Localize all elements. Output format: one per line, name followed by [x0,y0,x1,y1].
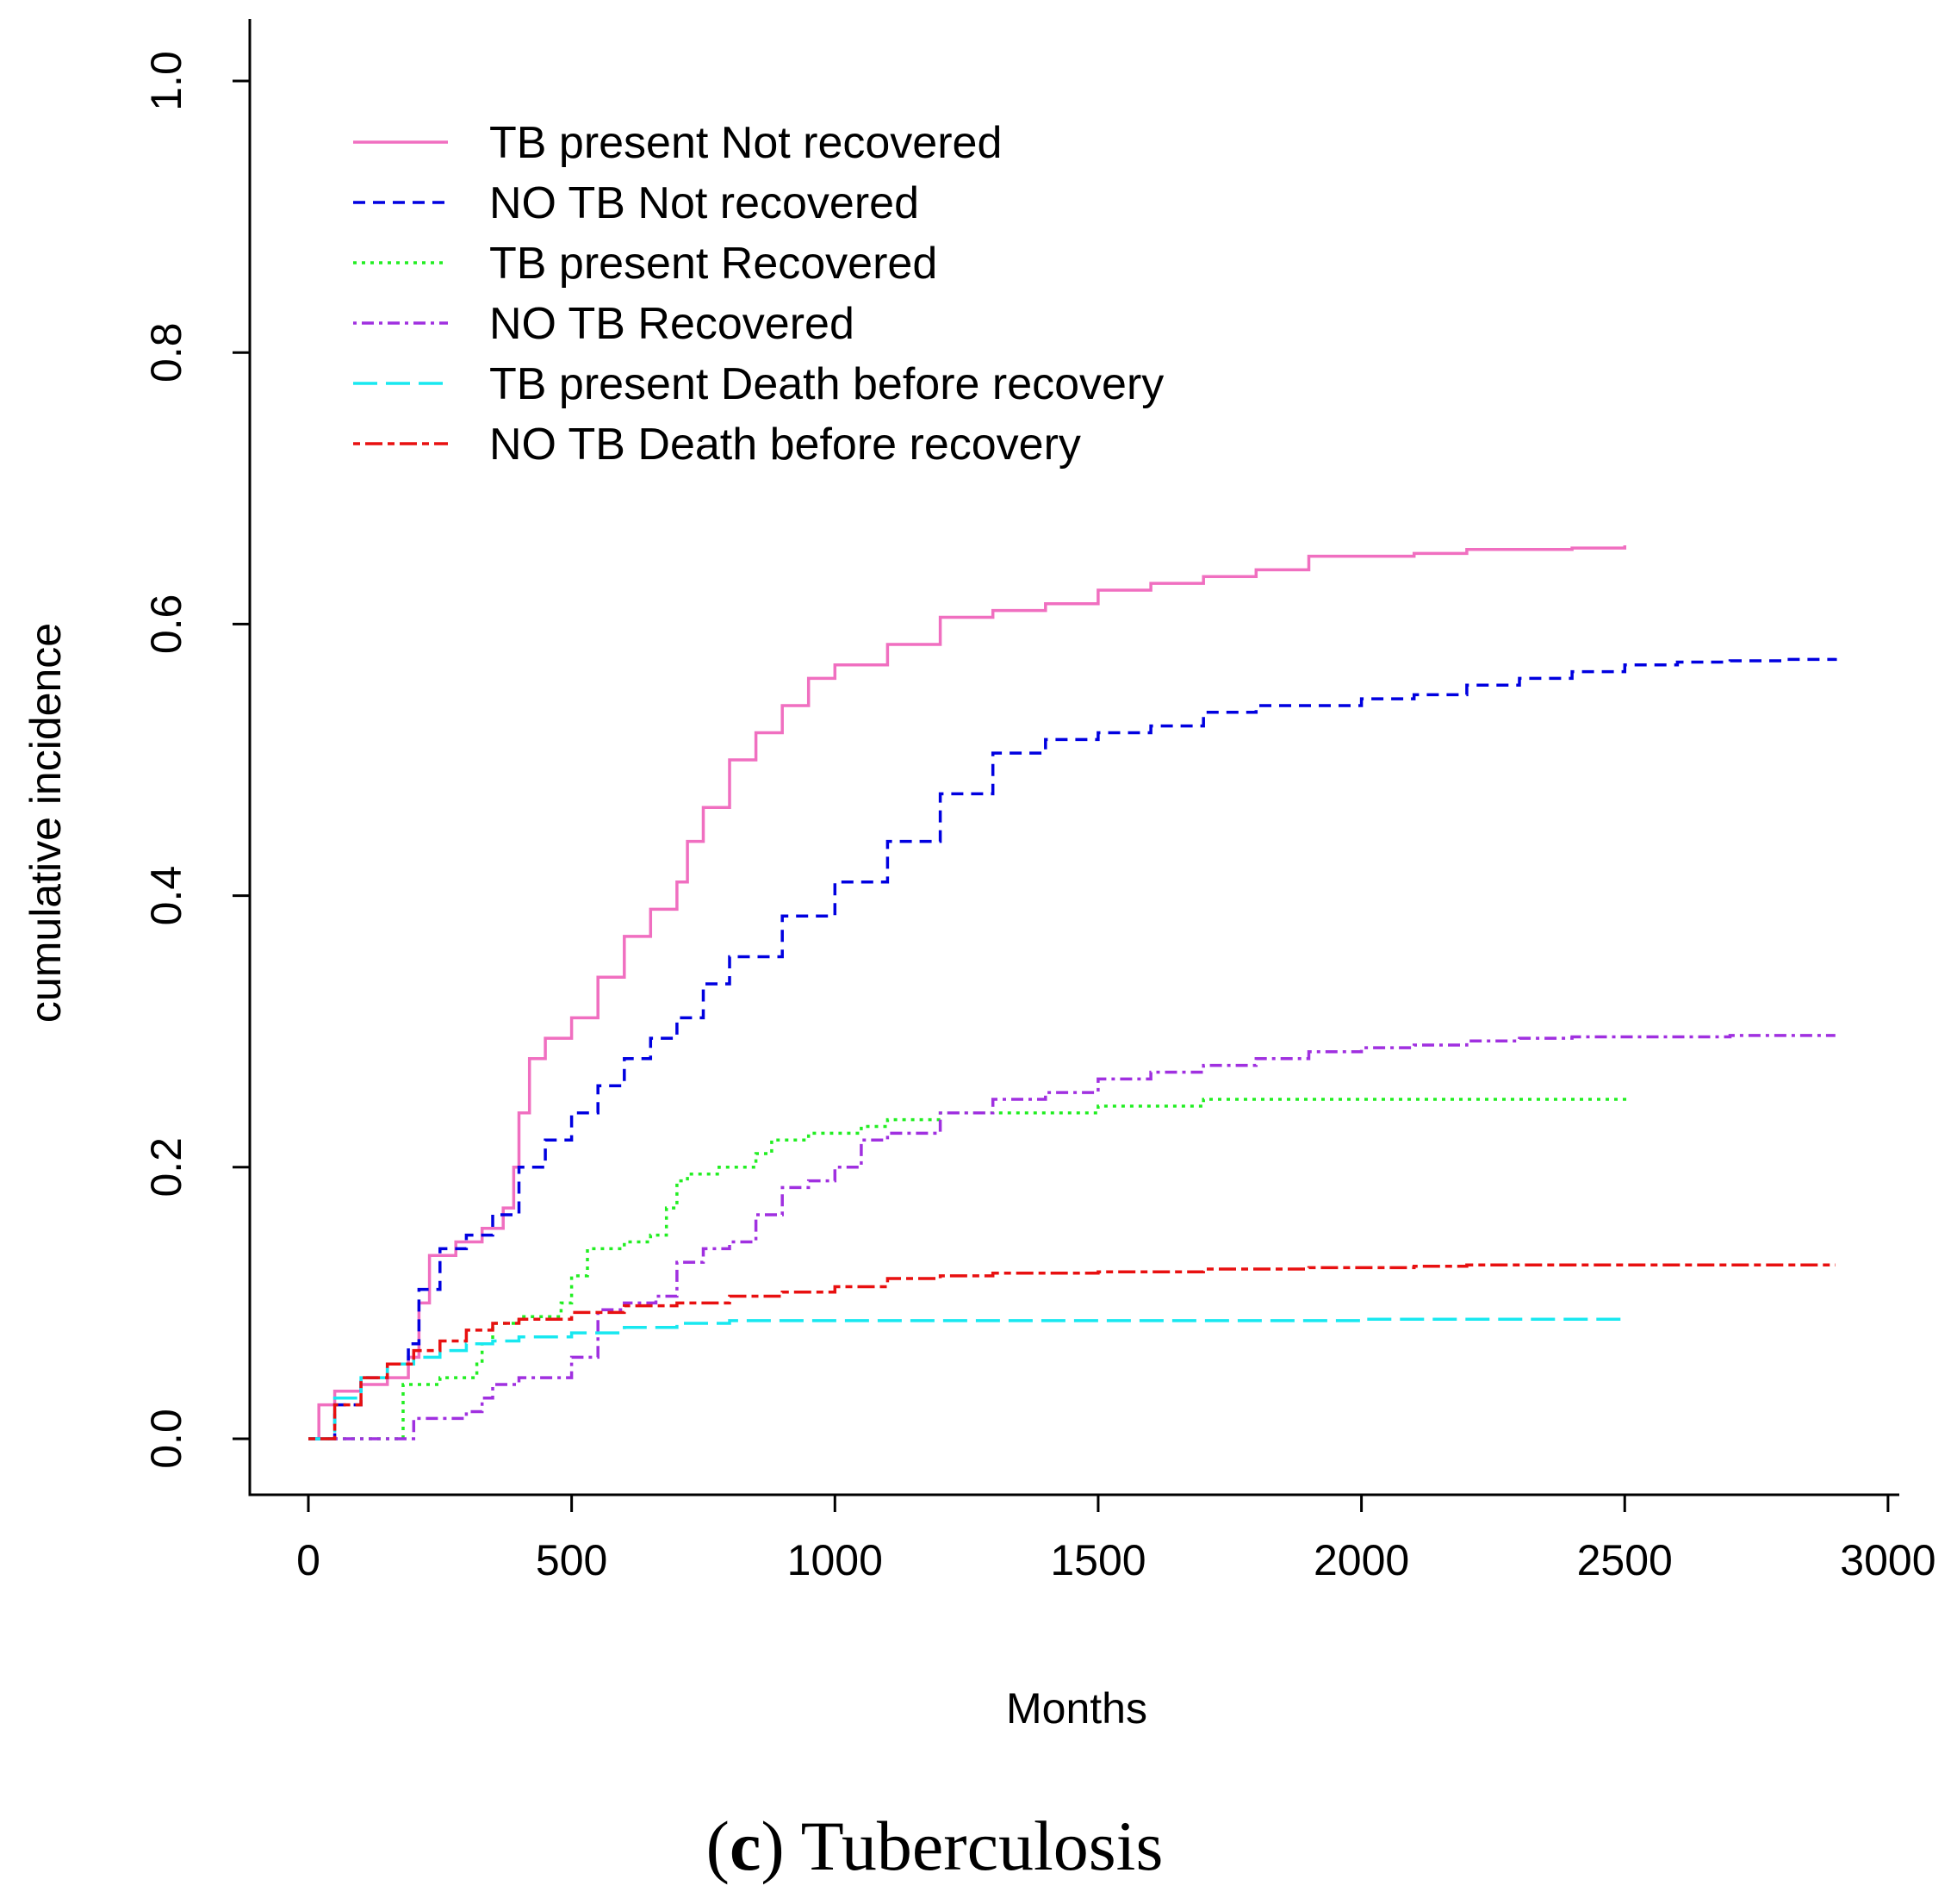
legend-label-2: NO TB Not recovered [489,178,919,228]
legend-label-5: TB present Death before recovery [489,359,1164,409]
x-tick-label: 3000 [1840,1536,1935,1584]
series-line-4 [308,1034,1836,1440]
caption-close-paren: ) [761,1807,784,1885]
legend-label-3: TB present Recovered [489,239,937,289]
y-tick-label: 0.0 [142,1409,190,1469]
y-tick-label: 0.2 [142,1137,190,1198]
legend-label-6: NO TB Death before recovery [489,420,1081,470]
legend-label-4: NO TB Recovered [489,299,854,349]
legend: TB present Not recovered NO TB Not recove… [353,118,1164,470]
series-line-3 [308,1095,1627,1440]
x-axis-title: Months [1006,1684,1147,1733]
series-line-5 [308,1317,1625,1440]
x-tick-label: 1000 [787,1536,883,1584]
series-line-2 [308,657,1837,1440]
caption-open-paren: ( [706,1807,730,1885]
axes: 0 500 1000 1500 2000 2500 3000 0.0 0.2 0.4 0.6 0.8 1… [142,19,1936,1584]
series-line-6 [308,1263,1836,1440]
x-tick-label: 1500 [1050,1536,1146,1584]
caption-text: Tuberculosis [785,1807,1164,1885]
legend-label-1: TB present Not recovered [489,118,1002,168]
x-tick-label: 2000 [1314,1536,1409,1584]
y-tick-label: 0.4 [142,866,190,926]
x-tick-label: 0 [296,1536,320,1584]
series-line-1 [308,545,1627,1440]
x-tick-label: 2500 [1577,1536,1673,1584]
x-tick-label: 500 [536,1536,607,1584]
y-axis-title: cumulative incidence [22,623,70,1023]
y-tick-label: 0.8 [142,322,190,383]
plot-frame-lines [248,19,1899,1496]
figure-caption: (c) Tuberculosis [706,1807,1164,1885]
plot-lines [308,545,1837,1440]
y-tick-label: 0.6 [142,594,190,655]
y-tick-label: 1.0 [142,51,190,111]
caption-letter: c [730,1807,761,1885]
